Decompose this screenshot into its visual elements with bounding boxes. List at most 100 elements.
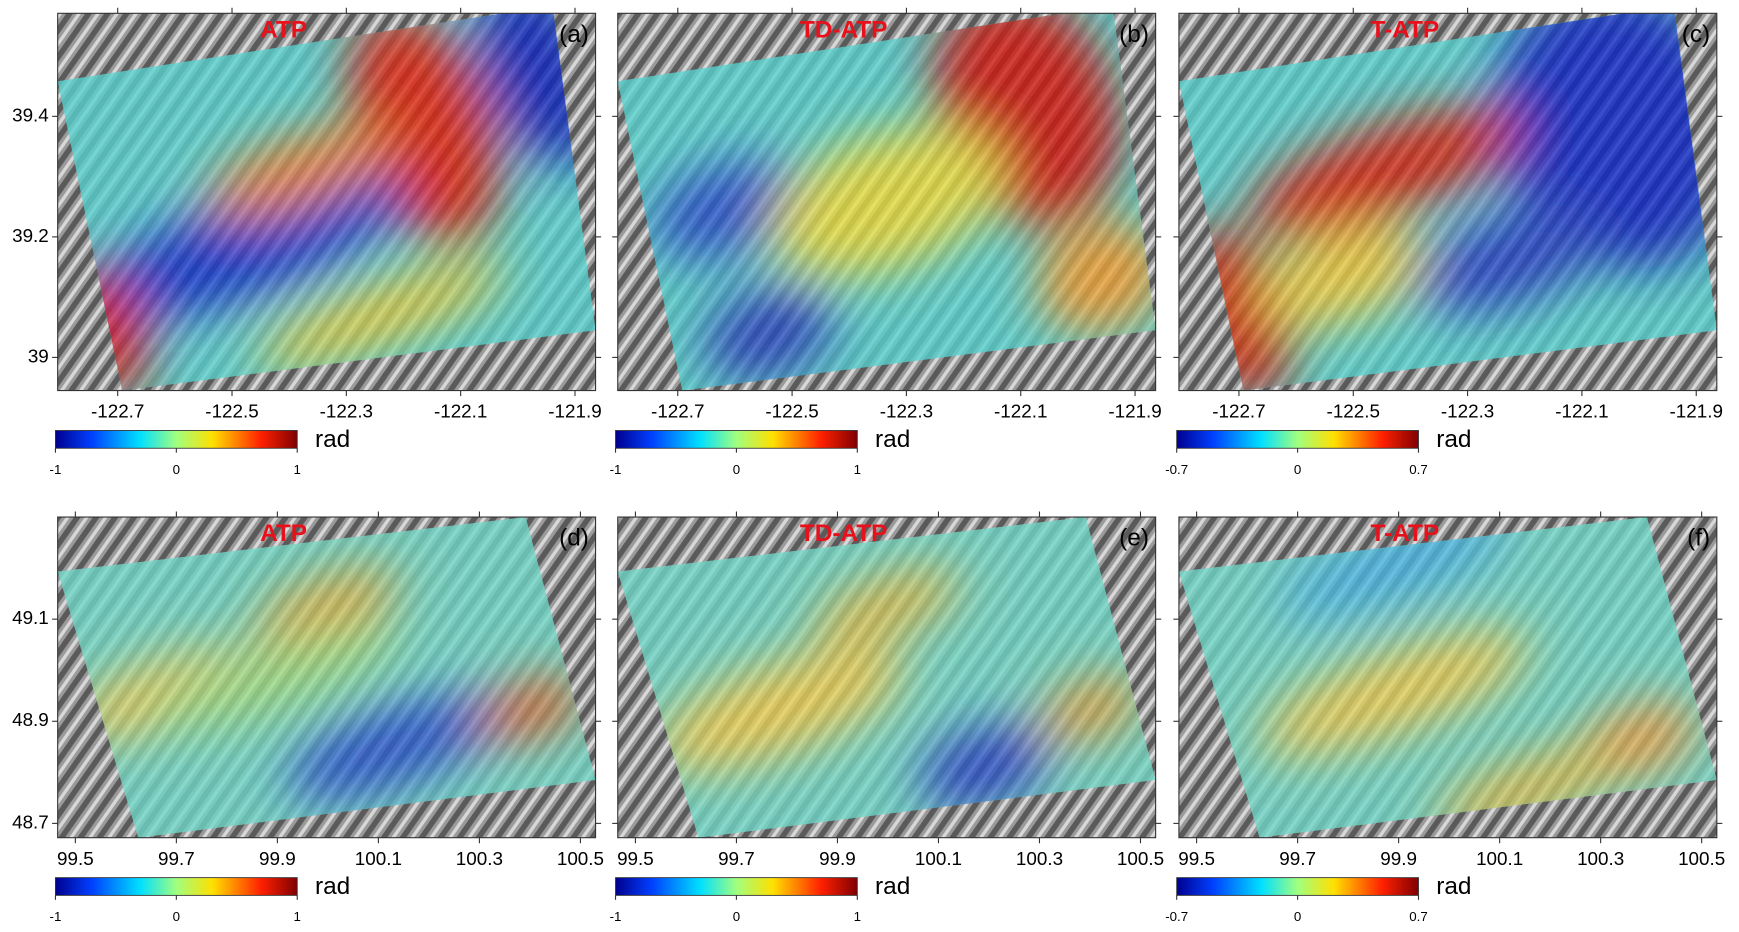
frame [617,12,1157,392]
x-tick-label: -122.3 [1441,401,1494,422]
map-panel: -122.7 -122.5 -122.3 -122.1 -121.9 39 39.2 39.4… [12,7,602,477]
colorbar [615,430,858,449]
colorbar-unit: rad [875,873,910,900]
y-tick-label: 39.4 [12,104,49,125]
panel-label: (b) [1119,21,1149,48]
colorbar [1176,430,1419,449]
x-tick-label: -122.5 [1327,401,1380,422]
x-tick-label: 100.5 [557,848,604,869]
x-tick-label: 100.3 [1016,848,1063,869]
panel-title: ATP [260,17,307,44]
x-tick-label: 99.9 [819,848,856,869]
colorbar-tick-label: 0 [173,909,180,924]
colorbar [1176,877,1419,896]
x-tick-label: 99.5 [617,848,654,869]
colorbar-tick-label: 0 [733,909,740,924]
y-tick-label: 48.7 [12,811,49,832]
relief [617,517,1156,838]
x-tick-label: 99.9 [1380,848,1417,869]
colorbar-tick-label: 1 [294,909,301,924]
frame [57,516,597,839]
x-tick-label: 99.9 [259,848,296,869]
colorbar-unit: rad [1436,873,1471,900]
panel-title: T-ATP [1371,17,1440,44]
x-tick-label: -122.1 [994,401,1047,422]
colorbar-tick-label: 0 [173,462,180,477]
colorbar-unit: rad [315,426,350,453]
raster [57,517,596,838]
x-tick-label: -122.7 [651,401,704,422]
frame [57,12,597,392]
x-tick-label: -122.1 [1555,401,1608,422]
panel-title: TD-ATP [800,520,888,547]
x-tick-label: 100.1 [915,848,962,869]
frame [1178,516,1718,839]
colorbar-tick-label: 1 [854,909,861,924]
x-tick-label: 100.1 [1476,848,1523,869]
colorbar [615,877,858,896]
colorbar-tick-label: -0.7 [1165,462,1188,477]
x-tick-label: -122.7 [91,401,144,422]
panel-title: T-ATP [1371,520,1440,547]
colorbar-tick-label: -1 [610,909,622,924]
relief [1178,13,1717,391]
colorbar-tick-label: -1 [50,909,62,924]
map-panel: -122.7 -122.5 -122.3 -122.1 -121.9 T-ATP (c) -0… [1165,7,1723,477]
x-tick-label: 100.5 [1117,848,1164,869]
x-tick-label: 99.7 [718,848,755,869]
relief [617,13,1156,391]
x-tick-label: -122.3 [880,401,933,422]
colorbar-tick-label: 1 [854,462,861,477]
x-tick-label: 100.3 [456,848,503,869]
map-panel: 99.5 99.7 99.9 100.1 100.3 100.5 T-ATP (f) -0.7 0… [1165,511,1725,924]
colorbar-tick-label: 0 [1294,462,1301,477]
colorbar [55,430,298,449]
colorbar-tick-label: 0 [733,462,740,477]
colorbar-tick-label: 1 [294,462,301,477]
panel-title: TD-ATP [800,17,888,44]
map-panel: 99.5 99.7 99.9 100.1 100.3 100.5 48.7 48.9 49.1 A… [12,511,604,924]
colorbar-tick-label: -0.7 [1165,909,1188,924]
relief [57,517,596,838]
x-tick-label: -122.5 [205,401,258,422]
x-tick-label: -122.5 [765,401,818,422]
raster [617,517,1156,838]
x-tick-label: -121.9 [548,401,601,422]
x-tick-label: 99.5 [1178,848,1215,869]
colorbar-tick-label: -1 [610,462,622,477]
panel-label: (d) [559,525,589,552]
x-tick-label: 99.7 [1279,848,1316,869]
colorbar-tick-label: 0.7 [1409,909,1427,924]
frame [1178,12,1718,392]
y-tick-label: 39 [28,345,49,366]
panel-label: (a) [559,21,589,48]
y-tick-label: 49.1 [12,607,49,628]
relief [1178,517,1717,838]
y-tick-label: 39.2 [12,225,49,246]
map-panel: 99.5 99.7 99.9 100.1 100.3 100.5 TD-ATP (e) -1 0 1… [610,511,1164,924]
panel-label: (c) [1682,21,1710,48]
colorbar-unit: rad [1436,426,1471,453]
x-tick-label: -121.9 [1670,401,1723,422]
colorbar [55,877,298,896]
y-tick-label: 48.9 [12,709,49,730]
x-tick-label: 100.1 [355,848,402,869]
x-tick-label: -122.3 [320,401,373,422]
colorbar-unit: rad [875,426,910,453]
x-tick-label: 100.3 [1577,848,1624,869]
colorbar-unit: rad [315,873,350,900]
raster [617,13,1156,391]
x-tick-label: 99.5 [57,848,94,869]
panel-label: (e) [1119,525,1149,552]
x-tick-label: 99.7 [158,848,195,869]
x-tick-label: -122.7 [1212,401,1265,422]
colorbar-tick-label: -1 [50,462,62,477]
x-tick-label: -122.1 [434,401,487,422]
panel-label: (f) [1687,525,1710,552]
map-panel: -122.7 -122.5 -122.3 -122.1 -121.9 TD-ATP (b) -… [610,7,1162,477]
relief [57,13,596,391]
x-tick-label: 100.5 [1678,848,1725,869]
colorbar-tick-label: 0.7 [1409,462,1427,477]
